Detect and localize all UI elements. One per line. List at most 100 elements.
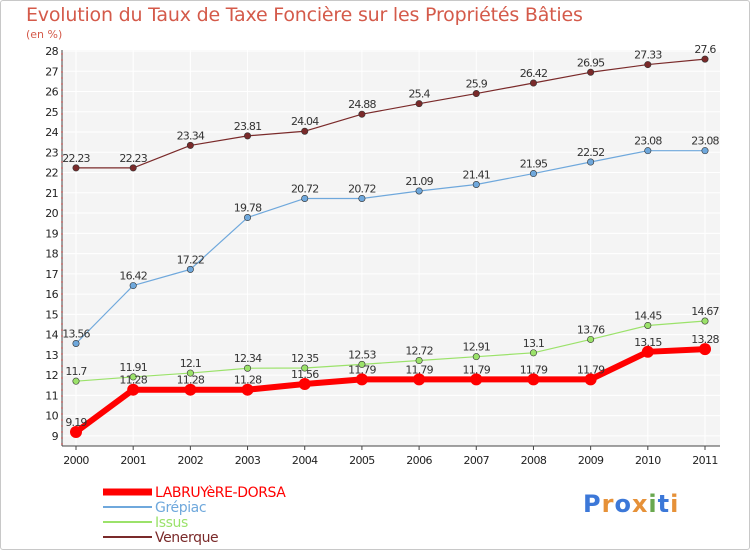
logo-letter: P bbox=[583, 490, 602, 518]
data-point bbox=[529, 349, 537, 357]
data-point bbox=[413, 373, 426, 386]
data-label: 14.45 bbox=[634, 309, 662, 322]
data-label: 23.34 bbox=[177, 129, 205, 142]
data-label: 12.34 bbox=[234, 352, 262, 365]
data-label: 11.91 bbox=[119, 361, 147, 374]
data-label: 24.88 bbox=[348, 98, 376, 111]
x-tick-label: 2008 bbox=[521, 454, 547, 467]
y-tick-label: 10 bbox=[45, 410, 58, 423]
data-label: 20.72 bbox=[348, 182, 376, 195]
data-point bbox=[358, 110, 366, 118]
legend-label: LABRUYèRE-DORSA bbox=[155, 485, 286, 501]
data-label: 11.79 bbox=[348, 363, 376, 376]
data-point bbox=[244, 214, 252, 222]
x-tick-label: 2000 bbox=[63, 454, 89, 467]
x-tick-label: 2005 bbox=[349, 454, 375, 467]
data-label: 17.22 bbox=[177, 253, 205, 266]
y-tick-label: 16 bbox=[45, 288, 58, 301]
data-point bbox=[186, 265, 194, 273]
data-label: 23.08 bbox=[691, 135, 719, 148]
data-label: 13.1 bbox=[523, 337, 544, 350]
data-label: 11.28 bbox=[177, 374, 205, 387]
logo-letter: i bbox=[648, 490, 658, 518]
series-line-1 bbox=[75, 150, 706, 345]
x-tick-label: 2006 bbox=[406, 454, 432, 467]
data-label: 11.56 bbox=[291, 368, 319, 381]
data-point bbox=[301, 127, 309, 135]
data-point bbox=[244, 132, 252, 140]
data-point bbox=[644, 61, 652, 69]
x-tick-label: 2009 bbox=[578, 454, 604, 467]
data-point bbox=[72, 340, 80, 348]
y-tick-label: 19 bbox=[45, 227, 58, 240]
legend-label: Grépiac bbox=[155, 500, 206, 516]
data-point bbox=[415, 357, 423, 365]
data-label: 21.95 bbox=[520, 158, 548, 171]
data-label: 13.15 bbox=[634, 336, 662, 349]
data-point bbox=[127, 383, 140, 396]
data-point bbox=[301, 194, 309, 202]
data-point bbox=[186, 141, 194, 149]
y-tick-label: 14 bbox=[45, 329, 58, 342]
data-point bbox=[184, 383, 197, 396]
data-label: 12.53 bbox=[348, 348, 376, 361]
data-point bbox=[72, 377, 80, 385]
data-label: 20.72 bbox=[291, 182, 319, 195]
data-label: 23.08 bbox=[634, 135, 662, 148]
data-point bbox=[587, 68, 595, 76]
logo-letter: i bbox=[670, 490, 680, 518]
data-label: 21.41 bbox=[463, 168, 491, 181]
data-label: 12.91 bbox=[463, 341, 491, 354]
data-point bbox=[641, 345, 654, 358]
data-point bbox=[644, 147, 652, 155]
x-tick-label: 2004 bbox=[292, 454, 318, 467]
data-point bbox=[355, 373, 368, 386]
data-label: 19.78 bbox=[234, 202, 262, 215]
x-tick-label: 2003 bbox=[235, 454, 261, 467]
y-tick-label: 11 bbox=[45, 389, 58, 402]
data-point bbox=[129, 282, 137, 290]
y-tick-label: 13 bbox=[45, 349, 58, 362]
data-point bbox=[472, 180, 480, 188]
y-tick-label: 28 bbox=[45, 45, 58, 58]
data-point bbox=[472, 90, 480, 98]
axes: 9 10 11 12 13 14 15 16 17 18 19 20 21 22 23 24 25 26 27 28 2… bbox=[45, 45, 720, 467]
series-lines bbox=[70, 55, 711, 439]
data-label: 12.72 bbox=[405, 345, 433, 358]
proxiti-logo: Proxiti bbox=[583, 490, 679, 518]
y-unit-label: (en %) bbox=[26, 28, 63, 41]
data-point bbox=[470, 373, 483, 386]
data-label: 21.09 bbox=[405, 175, 433, 188]
data-label: 11.79 bbox=[463, 363, 491, 376]
data-point bbox=[70, 426, 82, 439]
data-label: 11.28 bbox=[119, 374, 147, 387]
data-label: 24.04 bbox=[291, 115, 319, 128]
data-label: 23.81 bbox=[234, 120, 262, 133]
data-label: 22.23 bbox=[62, 152, 90, 165]
data-point bbox=[241, 383, 254, 396]
series-line-3 bbox=[75, 58, 706, 169]
data-label: 13.28 bbox=[691, 333, 719, 346]
data-point bbox=[701, 55, 709, 63]
data-point bbox=[472, 353, 480, 361]
y-tick-label: 9 bbox=[52, 430, 59, 443]
data-point bbox=[358, 360, 366, 368]
data-point bbox=[584, 373, 597, 386]
data-label: 9.19 bbox=[65, 416, 87, 429]
data-point bbox=[587, 335, 595, 343]
data-point bbox=[587, 158, 595, 166]
y-tick-label: 21 bbox=[45, 187, 58, 200]
x-tick-label: 2001 bbox=[120, 454, 146, 467]
logo-letter: o bbox=[614, 490, 632, 518]
data-label: 13.76 bbox=[577, 323, 605, 336]
data-label: 11.79 bbox=[577, 363, 605, 376]
series-line-2 bbox=[75, 320, 706, 382]
data-point bbox=[529, 170, 537, 178]
data-point bbox=[527, 373, 540, 386]
data-label: 22.52 bbox=[577, 146, 605, 159]
data-point bbox=[529, 79, 537, 87]
y-tick-label: 27 bbox=[45, 65, 58, 78]
data-point bbox=[186, 369, 194, 377]
